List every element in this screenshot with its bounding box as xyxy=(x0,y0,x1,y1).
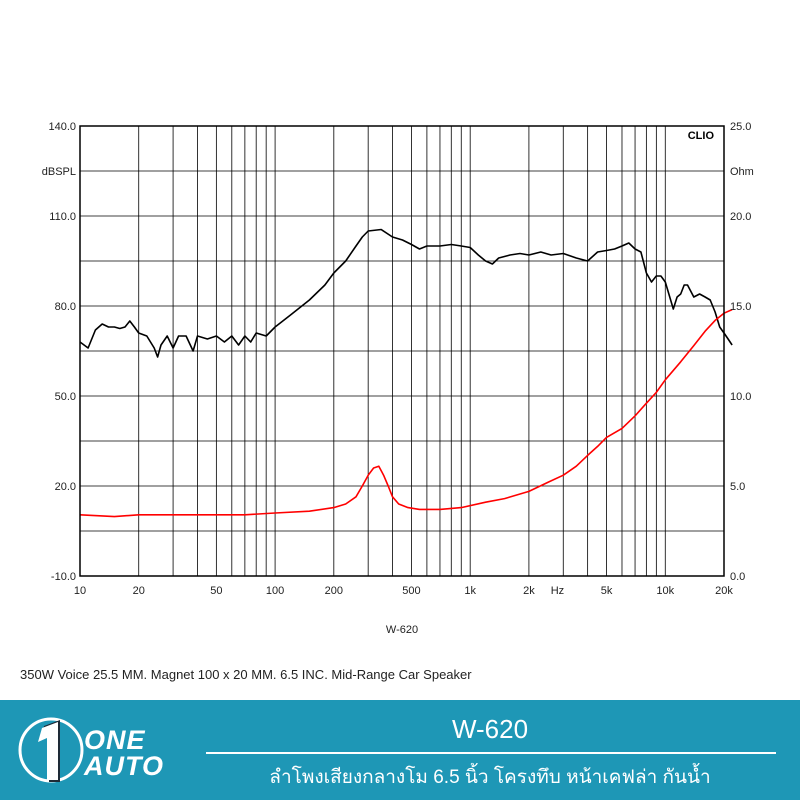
chart-grid xyxy=(80,126,724,576)
y-left-tick-label: -10.0 xyxy=(51,571,76,583)
x-tick-label: 500 xyxy=(402,585,420,597)
number-one-logo-icon xyxy=(18,717,84,783)
y-left-tick-label: 80.0 xyxy=(55,301,76,313)
spl-curve xyxy=(79,228,733,358)
y-right-tick-label: 20.0 xyxy=(730,211,751,223)
y-left-tick-label: 140.0 xyxy=(48,121,76,133)
one-auto-logo: ONE AUTO xyxy=(16,710,196,790)
x-tick-label: 10k xyxy=(656,585,674,597)
x-tick-label: 10 xyxy=(74,585,86,597)
x-tick-label: 20 xyxy=(133,585,145,597)
y-left-tick-label: 110.0 xyxy=(49,211,76,223)
y-left-tick-label: 20.0 xyxy=(55,481,76,493)
product-description-thai: ลำโพงเสียงกลางโม 6.5 นิ้ว โครงทึบ หน้าเค… xyxy=(269,767,711,788)
y-left-unit-label: dBSPL xyxy=(42,166,76,178)
clio-brand-label: CLIO xyxy=(688,130,715,142)
banner-divider xyxy=(206,752,776,754)
y-right-tick-label: 25.0 xyxy=(730,121,751,133)
y-right-tick-label: 0.0 xyxy=(730,571,745,583)
model-title: W-620 xyxy=(451,714,529,744)
x-tick-label: 1k xyxy=(464,585,476,597)
logo-text-auto: AUTO xyxy=(84,751,165,781)
impedance-curve xyxy=(79,308,733,518)
chart-title: W-620 xyxy=(386,624,418,636)
frequency-response-chart: 10 20 50 100 200 500 1k 2k 5k 10k 20k Hz -10.0 20.0 50… xyxy=(42,121,754,636)
x-tick-label: 100 xyxy=(266,585,284,597)
x-tick-label: 20k xyxy=(715,585,733,597)
x-tick-label: 200 xyxy=(325,585,343,597)
y-left-tick-label: 50.0 xyxy=(55,391,76,403)
y-right-unit-label: Ohm xyxy=(730,166,754,178)
product-banner: ONE AUTO W-620 ลำโพงเสียงกลางโม 6.5 นิ้ว… xyxy=(0,700,800,800)
y-right-tick-label: 5.0 xyxy=(730,481,745,493)
y-right-tick-label: 15.0 xyxy=(730,301,751,313)
plot-frame xyxy=(79,125,725,577)
product-caption: 350W Voice 25.5 MM. Magnet 100 x 20 MM. … xyxy=(20,667,472,682)
x-tick-label: 50 xyxy=(210,585,222,597)
y-right-tick-label: 10.0 xyxy=(730,391,751,403)
chart-labels: 10 20 50 100 200 500 1k 2k 5k 10k 20k Hz -10.0 20.0 50… xyxy=(42,121,754,597)
chart-series xyxy=(79,228,733,518)
x-unit-label: Hz xyxy=(551,585,564,597)
logo-text-one: ONE xyxy=(84,725,146,755)
x-tick-label: 5k xyxy=(601,585,613,597)
x-tick-label: 2k xyxy=(523,585,535,597)
